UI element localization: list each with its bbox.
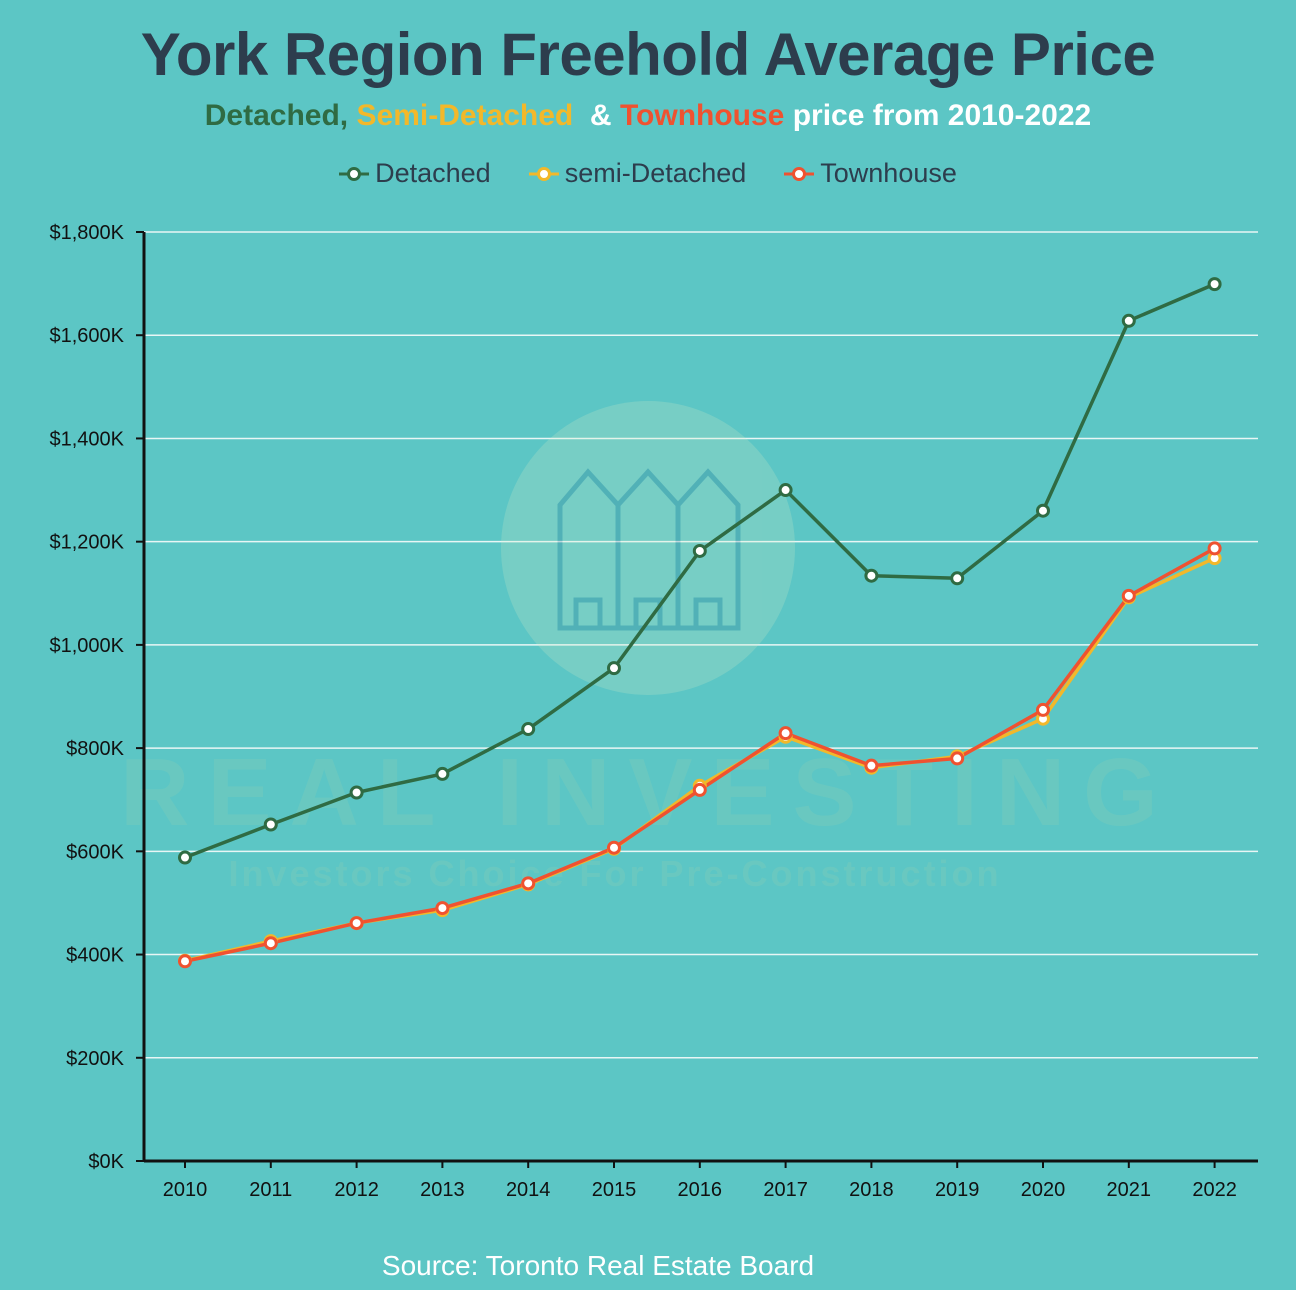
data-point-townhouse (950, 751, 965, 766)
data-point-detached (864, 568, 879, 583)
x-tick-label: 2011 (249, 1179, 292, 1201)
data-point-detached (178, 850, 192, 865)
subtitle-rest: price from 2010-2022 (792, 99, 1092, 132)
data-point-townhouse (263, 936, 278, 951)
watermark-circle (501, 401, 795, 695)
chart-subtitle: Detached, Semi-Detached & Townhouse pric… (0, 99, 1296, 133)
legend-marker-detached (339, 166, 370, 181)
legend-item-semi: semi-Detached (528, 158, 747, 189)
data-point-detached (1121, 313, 1136, 328)
legend-item-detached: Detached (339, 158, 491, 189)
y-tick-label: $1,800K (49, 222, 124, 244)
data-point-townhouse (178, 954, 192, 969)
data-point-townhouse (778, 726, 793, 741)
x-tick-label: 2012 (334, 1179, 379, 1201)
x-tick-label: 2019 (935, 1179, 980, 1201)
data-point-detached (521, 722, 536, 737)
x-tick-label: 2020 (1021, 1179, 1066, 1201)
data-point-townhouse (692, 782, 707, 797)
data-point-detached (263, 817, 278, 832)
x-tick-label: 2018 (849, 1179, 894, 1201)
subtitle-detached: Detached, (204, 99, 349, 132)
data-point-detached (1036, 503, 1050, 518)
y-tick-label: $1,000K (49, 635, 124, 657)
data-point-townhouse (521, 876, 536, 891)
y-tick-label: $1,200K (49, 532, 124, 554)
y-tick-label: $600K (66, 841, 124, 863)
data-point-townhouse (349, 916, 364, 931)
data-point-townhouse (1121, 588, 1136, 603)
x-tick-label: 2015 (592, 1179, 637, 1201)
data-point-detached (950, 571, 965, 586)
building-icon (557, 468, 741, 631)
x-tick-label: 2021 (1107, 1179, 1152, 1201)
data-point-townhouse (607, 840, 621, 855)
legend-label-semi: semi-Detached (564, 158, 747, 188)
data-point-detached (1207, 277, 1222, 292)
data-point-detached (435, 766, 450, 781)
legend-item-townhouse: Townhouse (784, 158, 957, 189)
axes-layer: $0K $200K $400K $600K $800K $1,000K $1,200K $1,… (49, 222, 1258, 1201)
chart-legend: Detached semi-Detached Townhouse (0, 158, 1296, 189)
subtitle-townhouse: Townhouse (619, 99, 785, 132)
y-tick-label: $800K (66, 738, 124, 760)
data-point-townhouse (435, 901, 450, 916)
x-tick-label: 2022 (1192, 1179, 1237, 1201)
data-point-townhouse (1207, 541, 1222, 556)
data-point-townhouse (1036, 702, 1050, 717)
legend-marker-townhouse (784, 166, 815, 181)
legend-label-townhouse: Townhouse (820, 158, 957, 188)
x-tick-label: 2013 (420, 1179, 465, 1201)
x-tick-label: 2014 (506, 1179, 551, 1201)
y-tick-label: $0K (88, 1151, 124, 1173)
data-point-townhouse (864, 758, 879, 773)
y-tick-label: $200K (66, 1048, 124, 1070)
grid-layer (144, 231, 1258, 1059)
series-layer (178, 277, 1222, 969)
data-point-detached (349, 785, 364, 800)
y-tick-label: $1,600K (49, 325, 124, 347)
chart-title: York Region Freehold Average Price (140, 21, 1156, 88)
watermark-tagline: Investors Choice For Pre-Construction (228, 853, 1001, 894)
source-note: Source: Toronto Real Estate Board (381, 1250, 815, 1281)
x-tick-label: 2010 (163, 1179, 208, 1201)
subtitle-semi: Semi-Detached (356, 99, 574, 132)
data-point-detached (607, 661, 621, 676)
x-tick-label: 2017 (763, 1179, 808, 1201)
legend-label-detached: Detached (375, 158, 491, 188)
y-tick-label: $400K (66, 945, 124, 967)
watermark-brand: REAL INVESTING (120, 739, 1176, 846)
subtitle-amp: & (581, 99, 620, 132)
legend-marker-semi (528, 166, 559, 181)
data-point-detached (778, 483, 793, 498)
y-tick-label: $1,400K (49, 428, 124, 450)
data-point-detached (692, 543, 707, 558)
watermark: REAL INVESTING Investors Choice For Pre-… (120, 401, 1176, 894)
x-tick-label: 2016 (678, 1179, 723, 1201)
